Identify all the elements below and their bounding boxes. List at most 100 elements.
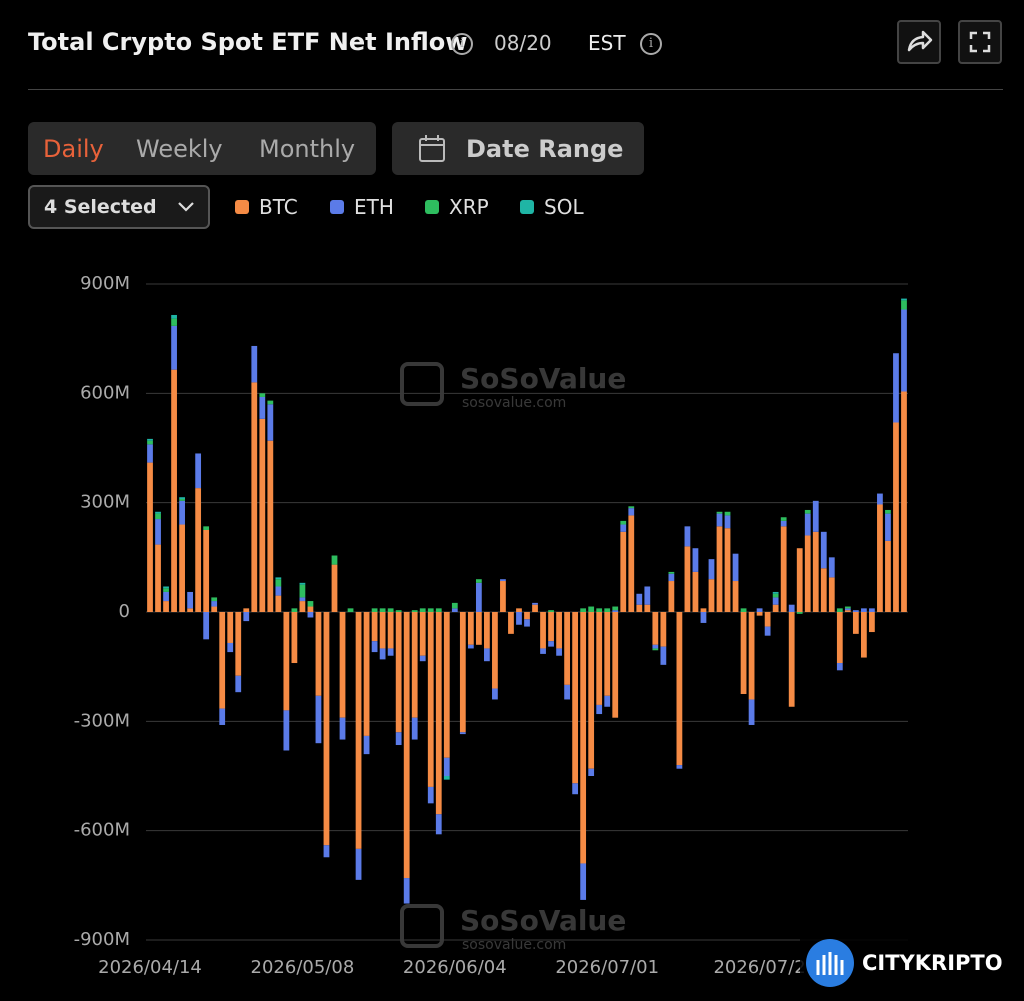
bar-segment [516, 612, 522, 625]
bar-segment [267, 404, 274, 441]
bar-segment [692, 548, 699, 572]
bar-segment [644, 604, 651, 612]
legend-label[interactable]: SOL [544, 195, 584, 219]
bar-segment [155, 511, 161, 514]
bar-segment [227, 642, 234, 653]
info-icon[interactable]: i [640, 33, 662, 55]
bar-segment [668, 571, 675, 574]
watermark-url: sosovalue.com [462, 937, 566, 953]
bar-segment [299, 597, 306, 602]
fullscreen-button[interactable] [958, 20, 1002, 64]
bar-segment [644, 586, 651, 605]
bar-segment [788, 604, 795, 612]
bar-segment [564, 612, 570, 685]
bar-segment [860, 608, 867, 612]
bar-segment [427, 608, 434, 612]
bar-segment [163, 586, 169, 589]
bar-segment [451, 602, 458, 609]
bar-segment [885, 540, 891, 612]
bar-segment [901, 298, 907, 301]
bar-segment [371, 608, 378, 612]
bar-segment [259, 396, 266, 419]
bar-segment [371, 612, 378, 642]
bar-segment [588, 606, 595, 612]
bar-segment [596, 704, 603, 715]
bar-segment [844, 610, 851, 612]
bar-segment [901, 309, 907, 392]
bar-segment [596, 608, 603, 612]
legend-label[interactable]: XRP [449, 195, 489, 219]
x-tick-label: 2026/07/2 [713, 957, 805, 978]
bar-segment [211, 597, 218, 602]
bar-segment [171, 325, 177, 370]
bar-segment [700, 608, 707, 612]
bar-segment [540, 648, 546, 654]
bar-segment [411, 717, 418, 740]
bar-segment [524, 612, 530, 620]
legend-label[interactable]: ETH [354, 195, 394, 219]
bar-segment [524, 619, 530, 627]
bar-segment [636, 593, 643, 605]
bar-segment [716, 526, 723, 612]
bar-segment [251, 345, 258, 383]
bar-segment [580, 608, 587, 612]
bar-segment [804, 509, 811, 514]
bar-segment [147, 440, 153, 445]
bar-segment [484, 648, 490, 662]
bar-segment [203, 526, 210, 530]
bar-segment [307, 612, 314, 618]
bar-segment [403, 878, 410, 904]
bar-segment [435, 814, 442, 835]
x-tick-label: 2026/05/08 [251, 957, 355, 978]
series-selector[interactable]: 4 Selected [28, 185, 210, 229]
bar-segment [395, 732, 402, 746]
bar-segment [187, 608, 194, 612]
bar-segment [459, 612, 466, 733]
bar-segment [187, 591, 194, 609]
tab[interactable]: Monthly [259, 135, 356, 163]
info-icon[interactable]: i [451, 33, 473, 55]
bar-segment [796, 548, 803, 612]
bar-segment [676, 765, 683, 769]
bar-segment [596, 612, 603, 705]
bar-segment [163, 591, 169, 602]
bar-segment [676, 612, 683, 766]
bar-segment [820, 531, 827, 569]
legend-label[interactable]: BTC [259, 195, 298, 219]
bar-segment [812, 500, 819, 532]
y-tick-label: 300M [80, 492, 130, 513]
tab[interactable]: Weekly [136, 135, 223, 163]
bar-segment [764, 612, 771, 627]
bar-segment [620, 531, 627, 612]
bar-segment [443, 612, 450, 758]
date-range-button[interactable]: Date Range [392, 122, 644, 175]
bar-segment [227, 612, 234, 643]
bar-segment [492, 612, 498, 689]
bar-segment [716, 513, 723, 527]
bar-segment [556, 612, 562, 649]
bar-segment [828, 577, 835, 612]
bar-segment [331, 564, 338, 612]
bar-segment [540, 612, 546, 649]
bar-segment [267, 440, 274, 612]
bar-segment [780, 526, 787, 612]
bar-segment [179, 524, 185, 612]
bar-segment [299, 584, 306, 598]
bar-segment [877, 504, 883, 612]
bar-segment [283, 612, 290, 711]
bar-segment [179, 500, 185, 525]
bar-segment [652, 644, 659, 649]
bar-segment [660, 612, 667, 647]
tab[interactable]: Daily [43, 135, 104, 163]
bar-segment [628, 508, 635, 516]
bar-segment [475, 612, 482, 645]
bar-segment [459, 732, 466, 735]
divider [28, 89, 1003, 90]
bar-segment [772, 591, 779, 594]
share-button[interactable] [897, 20, 941, 64]
bar-segment [475, 579, 482, 583]
bar-segment [580, 863, 587, 900]
bar-segment [467, 612, 474, 645]
bar-segment [427, 612, 434, 787]
bar-segment [451, 608, 458, 612]
